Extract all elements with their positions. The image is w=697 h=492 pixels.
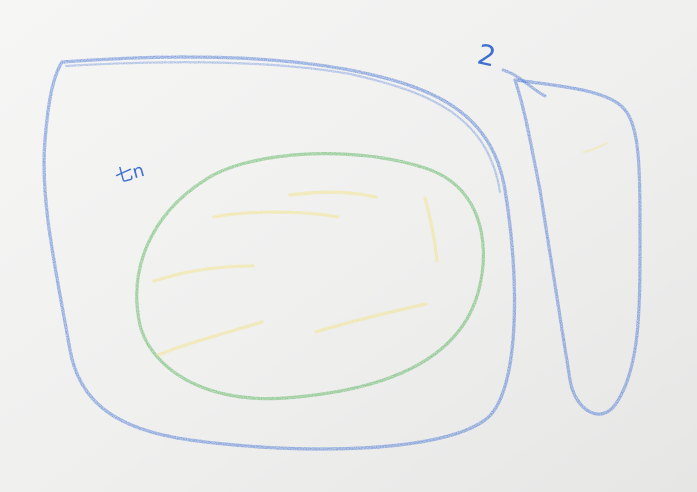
- yellow-small-mark: [582, 141, 609, 154]
- blue-outline-large: [42, 55, 517, 451]
- yellow-stroke-6: [423, 196, 439, 263]
- blue-outline-small: [513, 78, 642, 416]
- yellow-stroke-4: [156, 320, 264, 357]
- yellow-stroke-1: [212, 210, 340, 219]
- green-oval: [135, 152, 486, 401]
- yellow-stroke-3: [152, 264, 255, 283]
- blue-outline-large-overstroke: [64, 61, 502, 194]
- yellow-stroke-5: [314, 302, 428, 334]
- yellow-scribbles: [152, 190, 439, 357]
- yellow-stroke-2: [288, 190, 378, 199]
- blue-connector-stroke: [501, 68, 547, 98]
